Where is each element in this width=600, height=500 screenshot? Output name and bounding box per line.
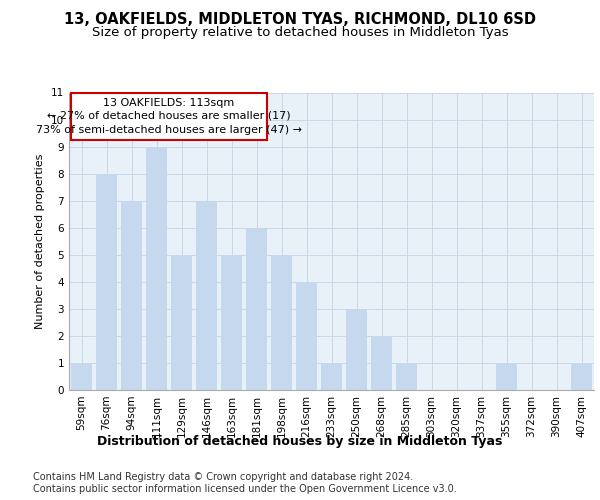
Text: 13, OAKFIELDS, MIDDLETON TYAS, RICHMOND, DL10 6SD: 13, OAKFIELDS, MIDDLETON TYAS, RICHMOND,… [64, 12, 536, 28]
FancyBboxPatch shape [71, 92, 267, 140]
Bar [371, 336, 392, 390]
Text: Size of property relative to detached houses in Middleton Tyas: Size of property relative to detached ho… [92, 26, 508, 39]
Text: 73% of semi-detached houses are larger (47) →: 73% of semi-detached houses are larger (… [36, 126, 302, 136]
Bar [146, 146, 167, 390]
Bar [71, 363, 92, 390]
Bar [496, 363, 517, 390]
Bar [271, 255, 292, 390]
Bar [121, 200, 142, 390]
Bar [221, 255, 242, 390]
Bar [396, 363, 417, 390]
Bar [321, 363, 342, 390]
Text: ← 27% of detached houses are smaller (17): ← 27% of detached houses are smaller (17… [47, 110, 291, 120]
Bar [171, 255, 192, 390]
Bar [246, 228, 267, 390]
Y-axis label: Number of detached properties: Number of detached properties [35, 154, 46, 329]
Bar [346, 309, 367, 390]
Bar [296, 282, 317, 390]
Bar [571, 363, 592, 390]
Text: 13 OAKFIELDS: 113sqm: 13 OAKFIELDS: 113sqm [103, 98, 235, 108]
Bar [96, 174, 117, 390]
Text: Distribution of detached houses by size in Middleton Tyas: Distribution of detached houses by size … [97, 435, 503, 448]
Bar [196, 200, 217, 390]
Text: Contains HM Land Registry data © Crown copyright and database right 2024.: Contains HM Land Registry data © Crown c… [33, 472, 413, 482]
Text: Contains public sector information licensed under the Open Government Licence v3: Contains public sector information licen… [33, 484, 457, 494]
